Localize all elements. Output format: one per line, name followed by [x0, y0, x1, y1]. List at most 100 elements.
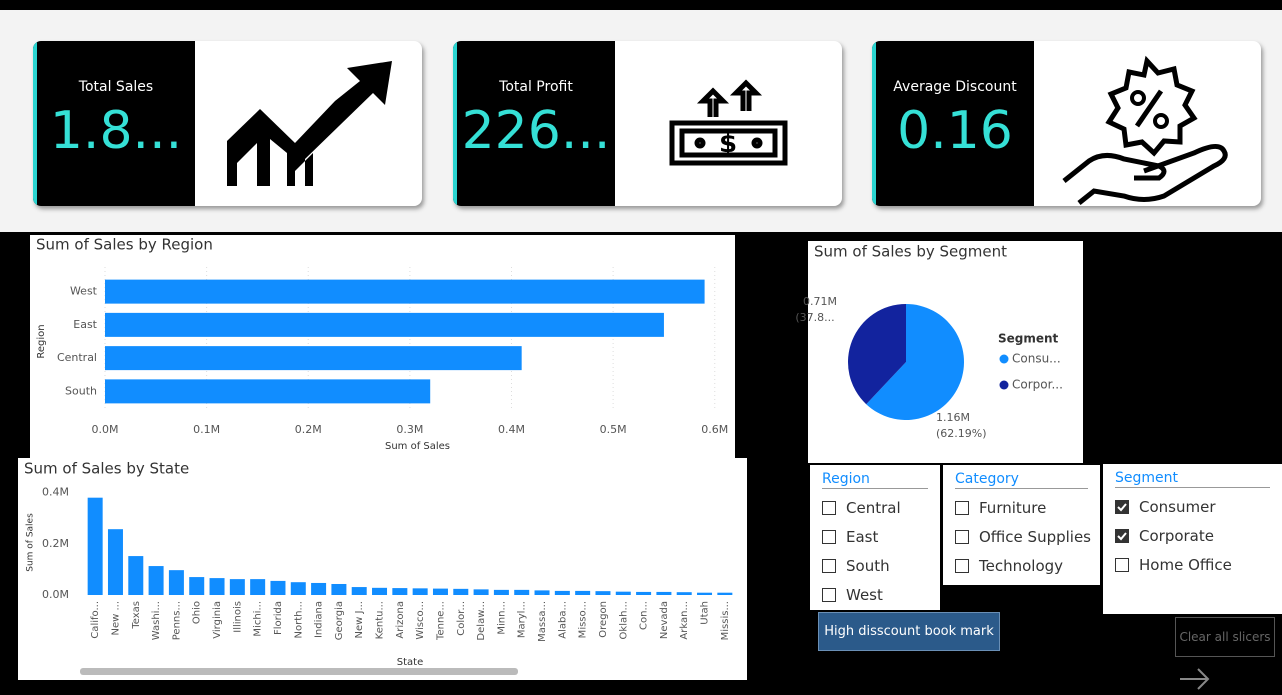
item-label: Consumer	[1139, 497, 1216, 516]
bar	[493, 589, 509, 595]
bar	[697, 592, 713, 595]
checkbox[interactable]	[822, 500, 836, 515]
x-tick-label: Texas	[131, 601, 142, 630]
slicer-item[interactable]: Technology	[955, 551, 1100, 580]
x-tick-label: 0.5M	[600, 423, 627, 436]
slicer-title: Category	[955, 471, 1088, 489]
x-tick-label: 0.0M	[92, 423, 119, 436]
panel	[18, 458, 747, 680]
bar	[148, 566, 164, 595]
slicer-item[interactable]: East	[822, 522, 940, 551]
slicer-item[interactable]: South	[822, 551, 940, 580]
checkbox[interactable]	[822, 587, 836, 602]
card-value: 1.8...	[49, 101, 183, 161]
checkbox[interactable]	[1115, 499, 1129, 514]
bar	[636, 591, 652, 595]
slicer-item[interactable]: Home Office	[1115, 550, 1282, 579]
bar	[676, 592, 692, 595]
x-axis-label: Sum of Sales	[385, 441, 450, 452]
x-tick-label: Color...	[456, 601, 467, 636]
bar	[105, 312, 664, 337]
bar	[372, 587, 388, 595]
bar	[656, 591, 672, 595]
y-tick-label: Central	[57, 351, 97, 364]
chart-title: Sum of Sales by Region	[36, 236, 213, 254]
kpi-card: Average Discount 0.16	[872, 41, 1261, 206]
checkbox[interactable]	[1115, 528, 1129, 543]
x-tick-label: Massa...	[537, 601, 548, 642]
x-tick-label: New J...	[354, 601, 365, 638]
card-value: 0.16	[897, 101, 1013, 161]
y-tick-label: 0.4M	[42, 486, 69, 499]
bar	[595, 591, 611, 595]
clear-button[interactable]: Clear all slicers	[1175, 617, 1275, 657]
bar	[534, 590, 550, 595]
x-tick-label: 0.3M	[396, 423, 423, 436]
bar	[270, 580, 286, 595]
legend-marker	[999, 354, 1009, 364]
checkbox[interactable]	[955, 558, 969, 573]
item-label: Technology	[979, 556, 1064, 575]
bar	[615, 591, 631, 595]
y-tick-label: South	[65, 384, 97, 397]
slicer-item[interactable]: Corporate	[1115, 521, 1282, 550]
card-title: Total Sales	[78, 79, 154, 95]
bar	[107, 529, 123, 595]
checkbox[interactable]	[955, 529, 969, 544]
bar	[412, 588, 428, 595]
slicer-item[interactable]: Furniture	[955, 493, 1100, 522]
bar	[105, 346, 522, 371]
item-label: Home Office	[1139, 555, 1232, 574]
slicer: Region Central East South West	[810, 465, 940, 610]
slicer-item[interactable]: Office Supplies	[955, 522, 1100, 551]
data-label: 1.16M	[936, 411, 970, 424]
card-title: Total Profit	[499, 79, 573, 95]
slicer-item[interactable]: Central	[822, 493, 940, 522]
slicer-item[interactable]: Consumer	[1115, 492, 1282, 521]
icon: $	[669, 79, 788, 166]
x-tick-label: Florida	[273, 601, 284, 635]
x-tick-label: 0.4M	[498, 423, 525, 436]
bar	[717, 592, 733, 595]
bar	[514, 589, 530, 595]
checkbox[interactable]	[955, 500, 969, 515]
checkbox[interactable]	[822, 529, 836, 544]
checkbox[interactable]	[1115, 557, 1129, 572]
bar	[209, 578, 225, 595]
x-tick-label: Wisco...	[415, 601, 426, 640]
bookmark-button[interactable]: High disscount book mark	[818, 612, 1000, 651]
x-tick-label: Arkan...	[679, 601, 690, 640]
bar	[392, 588, 408, 595]
data-label: (37.8...	[795, 311, 834, 324]
data-label: 0.71M	[803, 295, 837, 308]
bar	[290, 582, 306, 595]
y-tick-label: East	[73, 318, 97, 331]
x-axis-label: State	[397, 657, 423, 668]
x-tick-label: 0.6M	[701, 423, 728, 436]
x-tick-label: Nevada	[659, 601, 670, 639]
bar	[105, 279, 705, 304]
y-tick-label: 0.2M	[42, 537, 69, 550]
pie-slice	[847, 304, 906, 405]
x-tick-label: Penns...	[171, 601, 182, 640]
x-tick-label: Illinois	[232, 601, 243, 633]
bar	[189, 577, 205, 595]
svg-text:$: $	[719, 129, 737, 159]
x-tick-label: Oklah...	[618, 601, 629, 639]
checkbox[interactable]	[822, 558, 836, 573]
slicer-item[interactable]: West	[822, 580, 940, 609]
chart-title: Sum of Sales by Segment	[814, 243, 1007, 261]
bar	[229, 579, 245, 595]
legend-marker	[999, 380, 1009, 390]
arrow	[1180, 668, 1210, 690]
bar	[168, 570, 184, 595]
x-tick-label: Alaba...	[557, 601, 568, 639]
bar	[128, 556, 144, 595]
bar	[554, 590, 570, 595]
slicer: Category Furniture Office Supplies Technolo…	[943, 465, 1100, 585]
item-label: Corporate	[1139, 526, 1214, 545]
bar	[105, 379, 431, 404]
bar	[351, 587, 367, 595]
slicer-title: Region	[822, 471, 928, 489]
